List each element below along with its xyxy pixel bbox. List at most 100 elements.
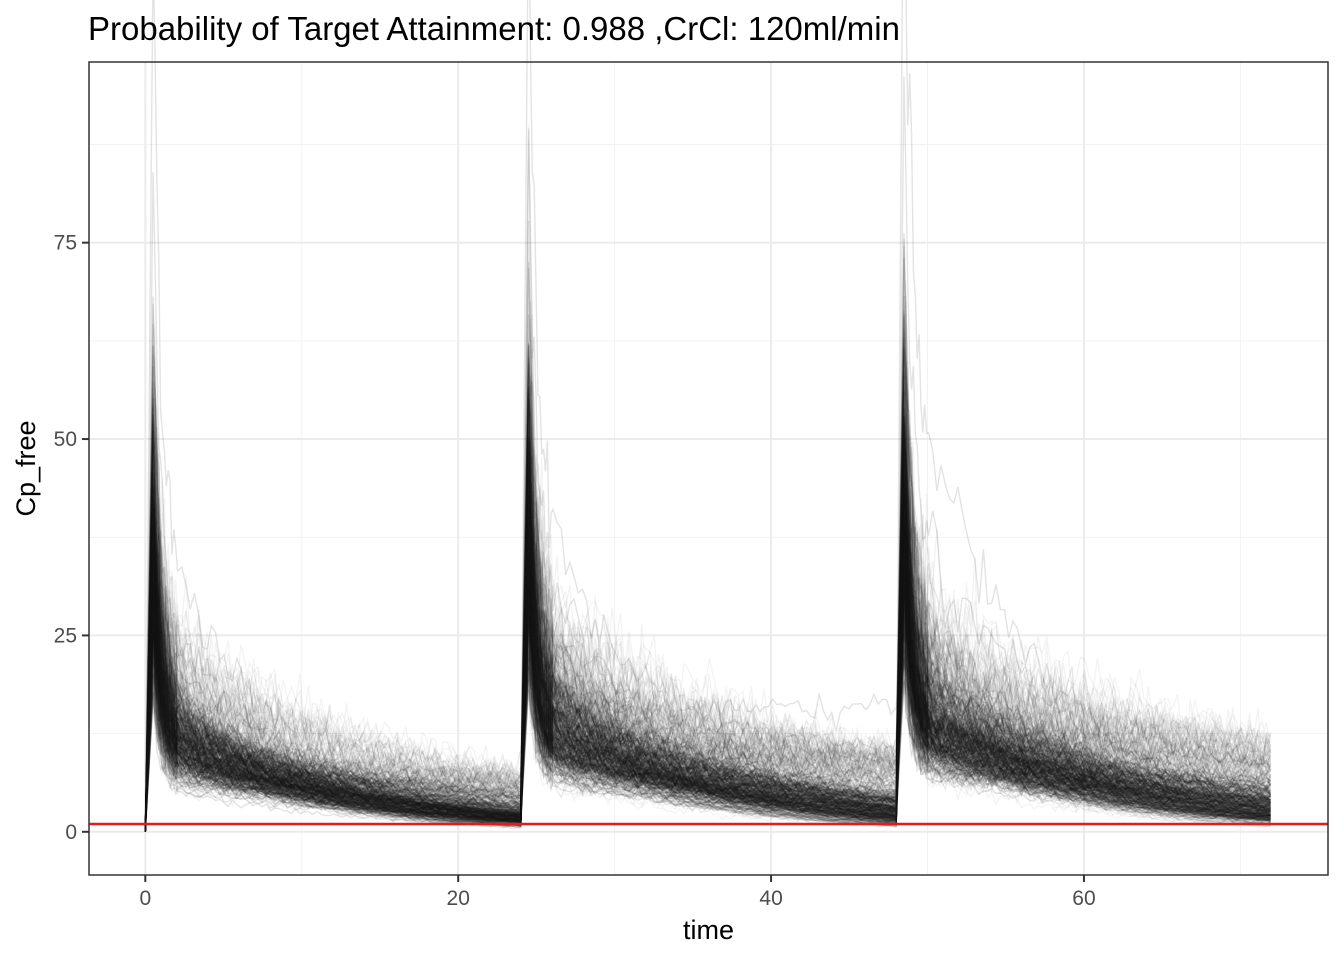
simulated-line [144, 372, 1271, 832]
simulated-outlier-line [144, 401, 1272, 832]
simulated-outlier-line [144, 398, 1272, 832]
simulated-outlier-line [144, 438, 1272, 832]
simulated-outlier-line [144, 404, 1271, 832]
simulated-outlier-line [144, 518, 1272, 832]
simulated-outlier-line [144, 408, 1272, 832]
simulated-outlier-line [144, 436, 1271, 832]
simulated-line [144, 494, 1271, 832]
simulated-outlier-line [144, 280, 1272, 832]
simulated-line [144, 565, 1271, 832]
simulated-outlier-line [144, 301, 1272, 832]
simulated-line [144, 524, 1272, 832]
simulated-outlier-line [144, 464, 1271, 832]
simulated-outlier-line [144, 487, 1271, 832]
simulated-extreme-line [144, 122, 1271, 832]
simulated-outlier-line [144, 301, 1272, 832]
simulated-line [144, 464, 1271, 832]
simulated-outlier-line [144, 327, 1271, 832]
simulated-outlier-line [144, 329, 1272, 832]
simulated-outlier-line [144, 465, 1271, 832]
simulated-outlier-line [144, 408, 1272, 832]
simulated-outlier-line [144, 419, 1271, 832]
simulated-line [144, 447, 1271, 832]
simulated-outlier-line [144, 447, 1272, 832]
simulated-outlier-line [144, 444, 1271, 832]
simulated-outlier-line [144, 582, 1272, 832]
simulated-outlier-line [144, 413, 1272, 832]
simulated-line [144, 532, 1271, 832]
simulated-line [144, 585, 1271, 832]
simulated-outlier-line [144, 374, 1272, 832]
simulated-line [144, 476, 1271, 832]
simulated-outlier-line [144, 404, 1271, 832]
simulated-line [144, 551, 1271, 832]
simulated-outlier-line [144, 402, 1271, 832]
simulated-outlier-line [144, 326, 1271, 832]
simulated-outlier-line [144, 343, 1272, 832]
simulated-line [144, 520, 1272, 832]
simulated-outlier-line [144, 478, 1271, 832]
simulated-outlier-line [144, 520, 1272, 832]
simulated-extreme-line [144, 309, 1271, 832]
simulated-outlier-line [144, 400, 1271, 832]
simulated-outlier-line [144, 480, 1271, 832]
simulated-outlier-line [144, 533, 1271, 832]
simulated-line [144, 606, 1271, 832]
simulated-outlier-line [144, 434, 1272, 832]
simulated-extreme-line [144, 131, 1271, 832]
simulated-outlier-line [144, 517, 1272, 832]
simulated-extreme-line [144, 414, 1271, 832]
simulated-line [144, 586, 1271, 832]
simulated-outlier-line [144, 368, 1271, 832]
simulated-line [144, 639, 1271, 832]
simulated-outlier-line [144, 328, 1272, 832]
simulated-line [144, 598, 1271, 832]
simulated-outlier-line [144, 412, 1271, 832]
simulated-outlier-line [144, 383, 1271, 832]
simulated-outlier-line [144, 455, 1272, 832]
simulated-outlier-line [144, 376, 1271, 832]
simulated-outlier-line [144, 432, 1272, 832]
simulated-outlier-line [144, 392, 1272, 832]
simulated-extreme-line [144, 359, 1271, 832]
simulated-line [144, 599, 1271, 832]
simulated-line [144, 506, 1271, 832]
simulated-outlier-line [144, 295, 1272, 832]
simulated-outlier-line [144, 423, 1272, 832]
simulated-line [144, 518, 1271, 832]
y-tick-label: 50 [54, 428, 77, 451]
simulated-outlier-line [144, 406, 1271, 832]
simulated-outlier-line [144, 314, 1271, 832]
x-tick-label: 0 [139, 887, 151, 910]
simulated-outlier-line [144, 490, 1271, 832]
simulated-outlier-line [144, 623, 1271, 832]
simulated-outlier-line [144, 342, 1271, 832]
simulated-outlier-line [144, 397, 1272, 832]
simulated-line [144, 613, 1271, 832]
simulated-outlier-line [144, 396, 1272, 832]
simulated-outlier-line [144, 337, 1271, 832]
simulated-outlier-line [144, 423, 1272, 832]
simulated-outlier-line [144, 388, 1272, 832]
simulated-outlier-line [144, 375, 1271, 832]
simulated-outlier-line [144, 441, 1272, 832]
simulated-outlier-line [144, 394, 1272, 832]
simulated-outlier-line [144, 345, 1271, 832]
simulated-outlier-line [144, 477, 1272, 832]
simulated-line [144, 496, 1272, 832]
simulated-outlier-line [144, 314, 1271, 832]
simulated-outlier-line [144, 522, 1272, 832]
simulated-outlier-line [144, 357, 1271, 832]
simulated-outlier-line [144, 373, 1272, 832]
simulated-outlier-line [144, 413, 1272, 832]
simulated-outlier-line [144, 348, 1272, 832]
simulated-outlier-line [144, 566, 1271, 832]
simulated-outlier-line [144, 400, 1271, 832]
y-tick-label: 0 [65, 821, 77, 844]
simulated-outlier-line [144, 336, 1271, 832]
simulated-outlier-line [144, 435, 1272, 832]
simulated-outlier-line [144, 400, 1272, 832]
simulated-outlier-line [144, 422, 1271, 832]
simulated-outlier-line [144, 495, 1271, 832]
simulated-line [144, 681, 1271, 832]
